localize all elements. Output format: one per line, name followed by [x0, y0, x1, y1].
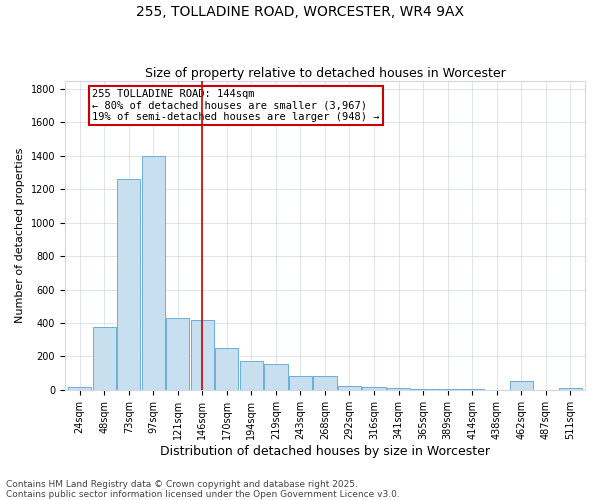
Bar	[68, 386, 91, 390]
Bar	[338, 386, 361, 390]
Bar	[313, 376, 337, 390]
Bar	[191, 320, 214, 390]
Text: 255 TOLLADINE ROAD: 144sqm
← 80% of detached houses are smaller (3,967)
19% of s: 255 TOLLADINE ROAD: 144sqm ← 80% of deta…	[92, 89, 379, 122]
Bar	[239, 360, 263, 390]
Text: 255, TOLLADINE ROAD, WORCESTER, WR4 9AX: 255, TOLLADINE ROAD, WORCESTER, WR4 9AX	[136, 5, 464, 19]
Bar	[166, 318, 190, 390]
X-axis label: Distribution of detached houses by size in Worcester: Distribution of detached houses by size …	[160, 444, 490, 458]
Bar	[362, 386, 386, 390]
Bar	[215, 348, 238, 390]
Bar	[142, 156, 165, 390]
Title: Size of property relative to detached houses in Worcester: Size of property relative to detached ho…	[145, 66, 505, 80]
Text: Contains HM Land Registry data © Crown copyright and database right 2025.
Contai: Contains HM Land Registry data © Crown c…	[6, 480, 400, 499]
Y-axis label: Number of detached properties: Number of detached properties	[15, 148, 25, 323]
Bar	[117, 180, 140, 390]
Bar	[509, 382, 533, 390]
Bar	[92, 327, 116, 390]
Bar	[289, 376, 312, 390]
Bar	[559, 388, 582, 390]
Bar	[412, 389, 435, 390]
Bar	[387, 388, 410, 390]
Bar	[264, 364, 287, 390]
